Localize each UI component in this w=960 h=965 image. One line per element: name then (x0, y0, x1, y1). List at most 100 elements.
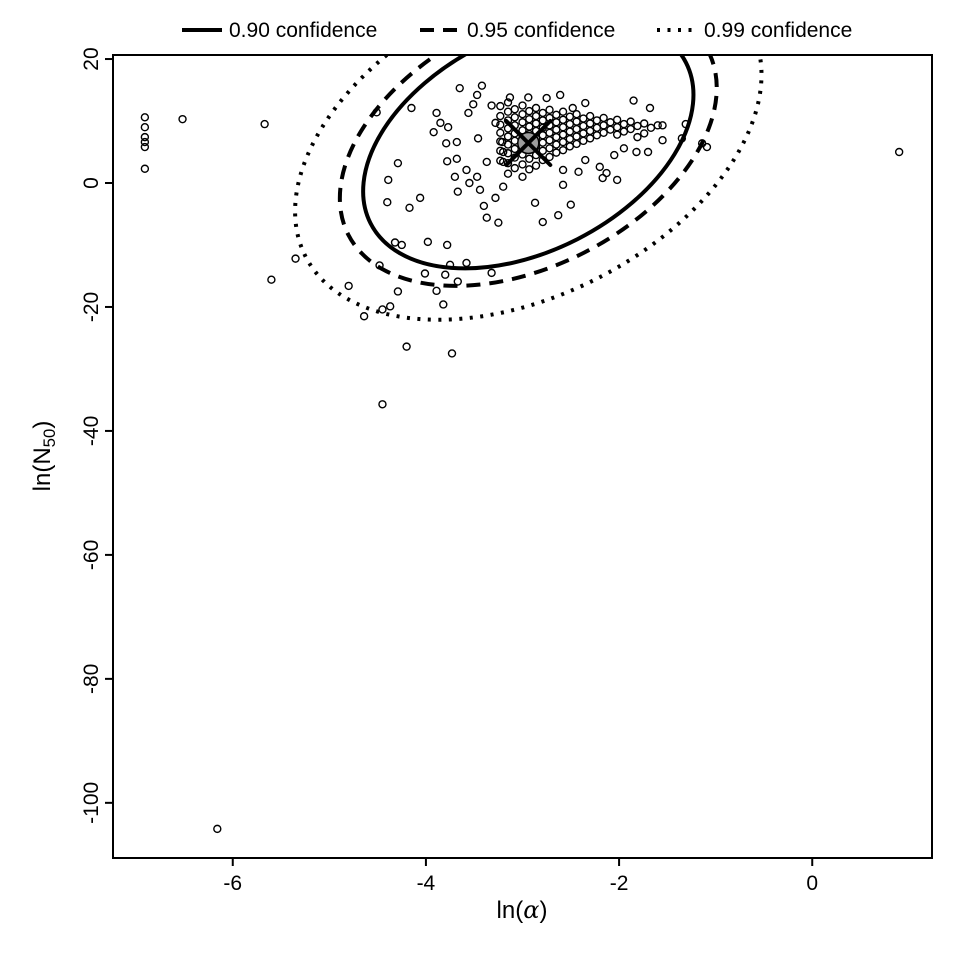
data-point (545, 152, 554, 162)
data-point (429, 127, 438, 137)
x-axis-title: ln(α) (497, 896, 548, 924)
data-point (525, 114, 534, 124)
plot-area-border (112, 54, 933, 859)
data-point (626, 124, 635, 134)
data-point (465, 178, 474, 188)
data-point (464, 108, 473, 118)
data-point (565, 142, 575, 151)
data-point (496, 111, 505, 121)
data-point (291, 254, 300, 263)
data-point (439, 300, 448, 309)
data-point (681, 119, 690, 129)
data-point (383, 198, 392, 207)
data-point (503, 98, 513, 107)
data-point (475, 185, 485, 195)
data-point (592, 116, 602, 125)
data-point (447, 349, 457, 358)
data-point (473, 134, 483, 143)
data-point (558, 165, 568, 175)
data-point (505, 93, 515, 102)
data-point (487, 268, 496, 278)
data-point (140, 137, 150, 147)
data-point (140, 132, 150, 142)
legend-item: 0.90 confidence (182, 19, 377, 42)
data-point (518, 118, 527, 127)
data-point (545, 105, 554, 115)
data-point (552, 140, 561, 149)
data-point (632, 147, 641, 157)
data-point (552, 132, 561, 142)
data-point (542, 93, 551, 103)
data-point (612, 175, 622, 185)
data-point (443, 123, 453, 132)
data-point (538, 116, 547, 125)
data-point (581, 98, 590, 108)
data-point (491, 118, 500, 128)
data-point (639, 119, 649, 128)
data-point (384, 175, 393, 185)
data-point (565, 119, 575, 129)
y-tick-label: -40 (80, 416, 103, 446)
data-point (558, 123, 568, 132)
data-point (442, 240, 452, 250)
ellipse-solid (361, 55, 696, 271)
data-point (518, 172, 527, 181)
data-point (558, 145, 568, 155)
data-point (572, 132, 581, 141)
legend-label: 0.95 confidence (467, 19, 615, 42)
data-point (558, 107, 568, 116)
y-tick-label: -100 (80, 782, 103, 824)
data-point (453, 277, 462, 286)
data-point (260, 119, 269, 129)
data-point (462, 258, 471, 268)
data-point (178, 114, 187, 124)
data-point (496, 128, 505, 137)
data-point (530, 198, 540, 208)
data-point (565, 127, 575, 136)
data-point (494, 218, 503, 227)
data-point (531, 111, 541, 121)
y-tick-label: -20 (80, 292, 103, 322)
data-point (702, 142, 712, 152)
data-point (595, 162, 604, 172)
data-point (531, 161, 541, 170)
data-point (525, 122, 534, 131)
data-point (572, 117, 581, 126)
data-point (579, 121, 588, 131)
data-point (565, 112, 575, 121)
data-point (496, 120, 505, 129)
data-point (359, 312, 369, 321)
data-point (503, 149, 513, 158)
data-point (525, 106, 534, 116)
data-point (606, 118, 615, 127)
data-point (518, 109, 527, 119)
data-point (482, 213, 491, 222)
data-point (599, 121, 608, 130)
data-point (565, 134, 575, 144)
y-tick-label: -80 (80, 664, 103, 694)
data-point (423, 237, 433, 247)
data-point (592, 123, 602, 133)
data-point (568, 103, 577, 113)
data-point (606, 125, 615, 134)
data-point (585, 126, 595, 136)
data-point (432, 286, 441, 296)
x-tick-label: 0 (806, 872, 818, 895)
data-point (579, 129, 588, 138)
data-point (503, 169, 513, 178)
data-point (653, 121, 662, 130)
data-point (496, 101, 505, 111)
data-point (579, 136, 588, 146)
data-point (469, 100, 478, 109)
data-point (432, 108, 441, 118)
data-point (612, 130, 622, 139)
data-point (453, 187, 462, 196)
data-point (491, 193, 500, 203)
data-point (140, 113, 150, 122)
data-point (599, 128, 608, 137)
data-point (482, 157, 491, 167)
x-axis-ticks: -6 -4 -2 0 (223, 858, 818, 895)
data-point (140, 142, 150, 152)
data-point (629, 96, 638, 105)
data-point (531, 103, 541, 113)
